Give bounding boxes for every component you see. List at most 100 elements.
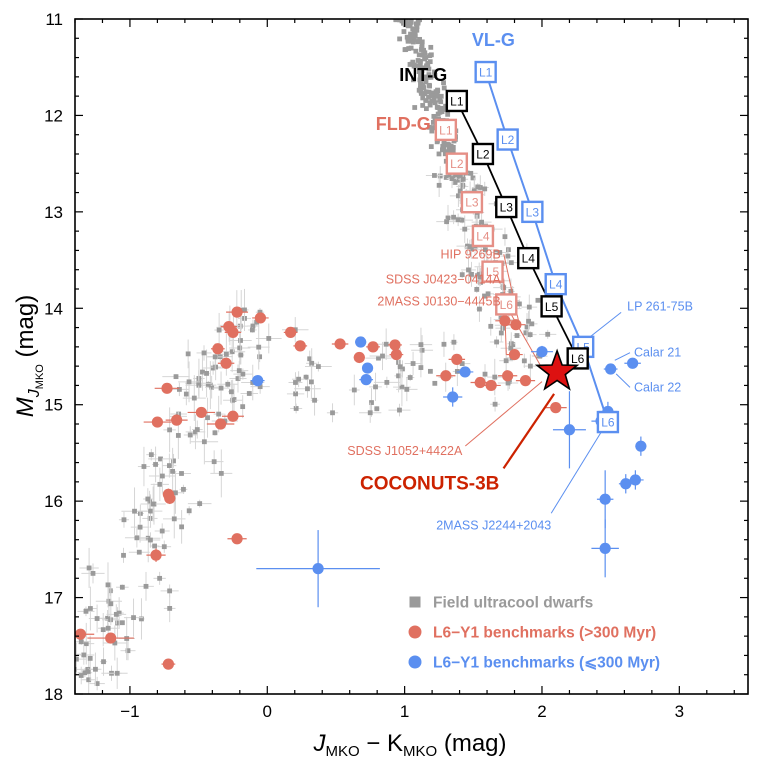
field-dwarf-point bbox=[445, 204, 451, 231]
legend-circle-marker bbox=[408, 625, 422, 639]
svg-text:L1: L1 bbox=[439, 123, 453, 137]
field-dwarf-point bbox=[448, 143, 454, 149]
field-dwarf-point bbox=[397, 36, 403, 42]
sequence-labels-layer: VL-G INT-G FLD-G bbox=[376, 30, 515, 134]
legend-label: L6−Y1 benchmarks (>300 Myr) bbox=[433, 625, 656, 642]
field-dwarf-point bbox=[441, 331, 447, 357]
field-dwarf-point bbox=[200, 353, 205, 391]
field-dwarf-point bbox=[476, 296, 483, 322]
field-dwarf-point bbox=[409, 61, 415, 67]
field-dwarf-point bbox=[428, 44, 434, 50]
svg-text:L3: L3 bbox=[500, 201, 514, 215]
annotation-label: SDSS J0423−0414A bbox=[386, 272, 502, 286]
field-dwarf-point bbox=[309, 364, 314, 399]
field-dwarf-point bbox=[419, 76, 425, 82]
field-dwarf-point bbox=[423, 98, 429, 103]
plot-frame bbox=[74, 18, 749, 695]
old-benchmark-point bbox=[436, 370, 456, 382]
field-dwarf-point bbox=[416, 87, 422, 93]
field-dwarf-point bbox=[415, 19, 421, 24]
field-dwarf-point bbox=[437, 97, 443, 103]
field-dwarf-point bbox=[419, 44, 425, 50]
field-dwarf-point bbox=[229, 331, 251, 365]
field-dwarf-point bbox=[489, 336, 504, 348]
fld-g-l5-box: L5 bbox=[481, 260, 504, 283]
old-benchmark-point bbox=[146, 548, 166, 562]
int-g-l5-box: L5 bbox=[540, 295, 563, 318]
field-dwarf-point bbox=[121, 547, 126, 563]
field-dwarf-point bbox=[453, 174, 459, 180]
field-dwarf-point bbox=[405, 23, 411, 29]
old-benchmark-point bbox=[283, 326, 298, 338]
field-dwarf-point bbox=[187, 499, 212, 508]
field-dwarf-point bbox=[406, 373, 415, 382]
field-dwarf-point bbox=[429, 128, 435, 134]
field-dwarf-point bbox=[411, 77, 416, 83]
field-dwarf-point bbox=[427, 74, 433, 80]
field-dwarf-point bbox=[288, 372, 303, 393]
field-dwarf-point bbox=[423, 106, 429, 112]
field-dwarf-point bbox=[506, 247, 511, 253]
vl-g-l3-box: L3 bbox=[521, 200, 544, 224]
old-benchmark-point bbox=[226, 306, 249, 318]
field-dwarf-point bbox=[426, 82, 432, 88]
field-dwarf-point bbox=[402, 47, 408, 53]
field-dwarf-point bbox=[118, 511, 130, 528]
annotation-label: 2MASS J0130−4445B bbox=[377, 295, 500, 309]
y-tick-label: 18 bbox=[44, 685, 63, 704]
field-dwarf-point bbox=[416, 52, 422, 58]
old-benchmark-point bbox=[515, 375, 536, 387]
field-dwarf-point bbox=[183, 426, 197, 444]
field-dwarf-point bbox=[77, 606, 95, 617]
field-dwarf-point bbox=[291, 371, 306, 388]
field-dwarf-point bbox=[411, 62, 417, 68]
field-dwarf-point bbox=[123, 598, 144, 637]
field-dwarf-point bbox=[418, 73, 423, 78]
field-dwarf-point bbox=[119, 620, 125, 626]
x-tick-label: −1 bbox=[120, 702, 139, 721]
vl-g-l2-box: L2 bbox=[496, 128, 519, 151]
field-dwarf-point bbox=[374, 406, 380, 412]
field-dwarf-point bbox=[539, 329, 557, 339]
coconuts-3b-label: COCONUTS-3B bbox=[360, 474, 499, 495]
old-benchmark-point bbox=[252, 312, 269, 324]
field-dwarf-point bbox=[420, 103, 426, 108]
annotation-label: Calar 22 bbox=[634, 380, 681, 394]
field-dwarf-point bbox=[438, 93, 444, 99]
legend-entry: L6−Y1 benchmarks (>300 Myr) bbox=[408, 625, 656, 642]
field-dwarf-point bbox=[185, 339, 191, 369]
young-benchmark-point bbox=[624, 357, 641, 369]
field-dwarf-point bbox=[121, 487, 148, 535]
field-dwarf-point bbox=[502, 227, 508, 246]
field-dwarf-point bbox=[441, 80, 446, 86]
field-dwarf-point bbox=[85, 668, 91, 675]
field-dwarf-point bbox=[411, 36, 417, 42]
field-dwarf-point bbox=[459, 215, 470, 243]
young-benchmark-point bbox=[552, 391, 586, 469]
field-dwarf-point bbox=[388, 403, 411, 417]
field-dwarf-point bbox=[179, 510, 185, 544]
field-dwarf-point bbox=[452, 180, 458, 185]
field-dwarf-point bbox=[420, 95, 426, 101]
field-dwarf-point bbox=[426, 72, 432, 78]
young-benchmark-point bbox=[596, 470, 614, 529]
field-dwarf-point bbox=[116, 584, 129, 590]
field-dwarf-point bbox=[434, 92, 440, 98]
annotation-label: Calar 21 bbox=[634, 346, 681, 360]
field-dwarf-point bbox=[415, 58, 421, 63]
field-dwarf-point bbox=[143, 488, 153, 510]
field-dwarf-point bbox=[88, 604, 106, 633]
field-dwarf-point bbox=[257, 351, 263, 363]
field-dwarf-point bbox=[426, 89, 432, 95]
fld-g-l2-box: L2 bbox=[445, 152, 469, 175]
field-dwarf-point bbox=[99, 647, 108, 676]
field-dwarf-point bbox=[149, 543, 160, 549]
field-dwarf-point bbox=[427, 124, 432, 130]
young-benchmark-point bbox=[603, 363, 618, 375]
legend-entry: L6−Y1 benchmarks (⩽300 Myr) bbox=[408, 655, 660, 672]
old-benchmark-point bbox=[331, 338, 349, 350]
field-dwarf-point bbox=[451, 216, 473, 224]
field-dwarf-point bbox=[255, 323, 282, 354]
field-dwarf-point bbox=[427, 59, 433, 65]
field-dwarf-point bbox=[417, 64, 423, 69]
